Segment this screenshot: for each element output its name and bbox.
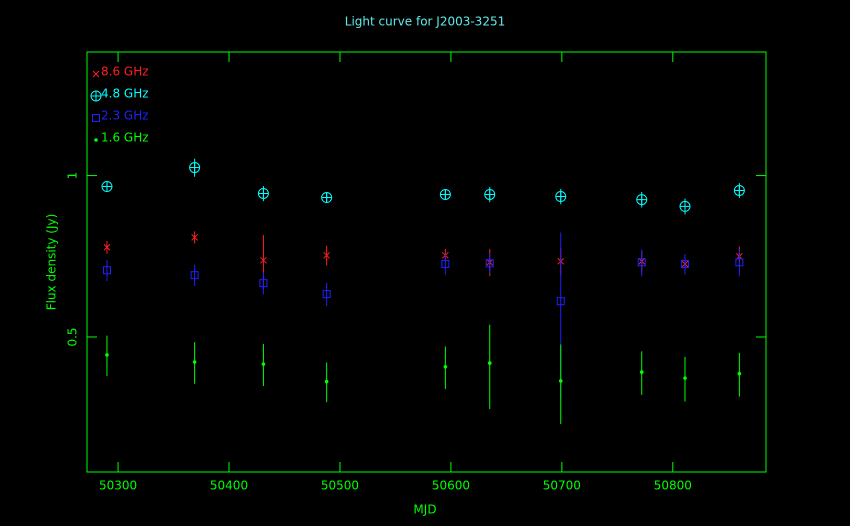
legend-label: 4.8 GHz — [101, 87, 149, 101]
marker-shape — [734, 185, 745, 196]
marker-shape — [321, 192, 332, 203]
data-point — [259, 279, 268, 288]
legend-marker — [94, 138, 98, 142]
marker-shape — [103, 243, 111, 251]
marker-shape — [189, 162, 200, 173]
marker-shape — [680, 201, 691, 212]
marker-shape — [558, 379, 563, 383]
marker-shape — [737, 371, 742, 376]
data-point — [487, 361, 492, 365]
data-point — [679, 200, 691, 212]
data-point — [484, 188, 496, 200]
data-point — [555, 191, 567, 203]
data-point — [257, 187, 269, 199]
data-point — [101, 181, 113, 193]
x-tick-label: 50500 — [321, 479, 359, 493]
marker-shape — [487, 361, 492, 365]
data-point — [733, 184, 745, 196]
data-point — [637, 258, 646, 267]
data-point — [735, 258, 744, 267]
data-point — [441, 260, 450, 269]
marker-shape — [260, 256, 267, 264]
y-axis-label: Flux density (Jy) — [45, 214, 59, 311]
data-point — [443, 364, 448, 369]
marker-shape — [484, 189, 495, 200]
marker-shape — [681, 260, 690, 269]
data-point — [681, 260, 690, 269]
data-point — [556, 297, 565, 306]
marker-shape — [556, 297, 565, 306]
marker-shape — [190, 271, 199, 280]
data-point — [189, 162, 201, 174]
legend-label: 1.6 GHz — [101, 131, 149, 145]
plot-frame — [86, 51, 767, 473]
legend-label: 2.3 GHz — [101, 109, 149, 123]
marker-shape — [555, 191, 566, 202]
x-tick-label: 50600 — [432, 479, 470, 493]
marker-shape — [105, 353, 109, 357]
marker-shape — [92, 70, 100, 78]
marker-shape — [485, 259, 494, 268]
data-point — [324, 379, 329, 384]
data-point — [260, 256, 267, 264]
marker-shape — [102, 266, 111, 275]
data-point — [103, 243, 111, 251]
legend-label: 8.6 GHz — [101, 65, 149, 79]
data-point — [102, 266, 111, 275]
data-point — [323, 251, 331, 259]
marker-shape — [258, 188, 269, 199]
marker-shape — [101, 181, 112, 192]
marker-shape — [441, 260, 450, 269]
legend-marker — [92, 114, 100, 122]
marker-shape — [191, 233, 198, 241]
data-point — [261, 362, 266, 366]
data-point — [558, 379, 563, 383]
marker-shape — [324, 379, 329, 384]
marker-shape — [91, 91, 101, 101]
data-point — [322, 290, 331, 299]
data-point — [737, 371, 742, 376]
data-point — [639, 370, 644, 374]
marker-shape — [639, 370, 644, 374]
data-point — [485, 259, 494, 268]
x-tick-label: 50700 — [543, 479, 581, 493]
data-point — [105, 353, 109, 357]
marker-shape — [94, 138, 98, 142]
marker-shape — [261, 362, 266, 366]
marker-shape — [735, 258, 744, 267]
x-tick-label: 50800 — [654, 479, 692, 493]
chart-title: Light curve for J2003-3251 — [345, 15, 505, 29]
data-point — [192, 360, 197, 364]
x-tick-label: 50400 — [210, 479, 248, 493]
marker-shape — [322, 290, 331, 299]
marker-shape — [637, 258, 646, 267]
marker-shape — [636, 194, 647, 205]
marker-shape — [683, 376, 687, 380]
marker-shape — [192, 360, 197, 364]
marker-shape — [443, 364, 448, 369]
marker-shape — [440, 189, 451, 200]
x-axis-label: MJD — [413, 503, 436, 517]
marker-shape — [92, 114, 100, 122]
legend-marker — [90, 90, 102, 102]
data-point — [191, 233, 198, 241]
data-point — [636, 194, 648, 206]
x-tick-label: 50300 — [99, 479, 137, 493]
marker-shape — [259, 279, 268, 288]
y-tick-label: 0.5 — [66, 327, 80, 346]
marker-shape — [323, 251, 331, 259]
data-point — [439, 188, 451, 200]
y-tick-label: 1 — [66, 172, 80, 180]
data-point — [190, 271, 199, 280]
data-point — [321, 192, 333, 204]
legend-marker — [92, 70, 100, 78]
data-point — [683, 376, 687, 380]
